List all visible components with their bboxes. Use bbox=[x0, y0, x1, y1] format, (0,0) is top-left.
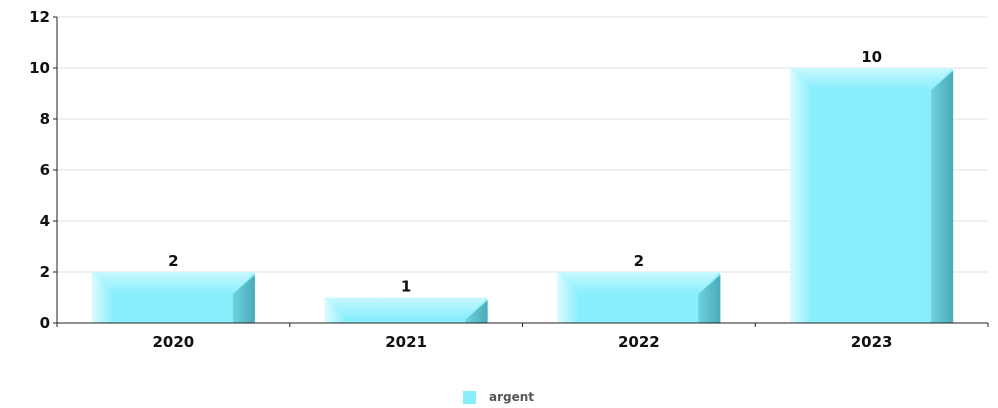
y-tick-label: 4 bbox=[40, 212, 50, 230]
y-tick-label: 10 bbox=[29, 59, 50, 77]
y-tick-label: 12 bbox=[29, 8, 50, 26]
x-tick-label: 2020 bbox=[153, 333, 195, 351]
y-tick-label: 6 bbox=[40, 161, 50, 179]
bar bbox=[557, 272, 721, 323]
y-tick-label: 0 bbox=[40, 314, 50, 332]
x-tick-label: 2022 bbox=[618, 333, 660, 351]
legend-swatch bbox=[463, 391, 476, 404]
y-tick-label: 8 bbox=[40, 110, 50, 128]
bar bbox=[790, 68, 954, 323]
x-tick-label: 2021 bbox=[385, 333, 427, 351]
data-label: 10 bbox=[861, 48, 882, 66]
data-label: 1 bbox=[401, 278, 411, 296]
y-tick-label: 2 bbox=[40, 263, 50, 281]
bar bbox=[324, 297, 488, 323]
x-axis-ticks: 2020 2021 2022 2023 bbox=[56, 323, 989, 351]
data-label: 2 bbox=[634, 252, 644, 270]
data-labels: 2 1 2 10 bbox=[168, 48, 882, 296]
bars bbox=[91, 68, 954, 323]
data-label: 2 bbox=[168, 252, 178, 270]
legend: argent bbox=[463, 390, 534, 404]
legend-label: argent bbox=[489, 390, 534, 404]
x-tick-label: 2023 bbox=[851, 333, 893, 351]
bar bbox=[91, 272, 255, 323]
y-axis-ticks: 0 2 4 6 8 10 12 bbox=[29, 8, 57, 332]
